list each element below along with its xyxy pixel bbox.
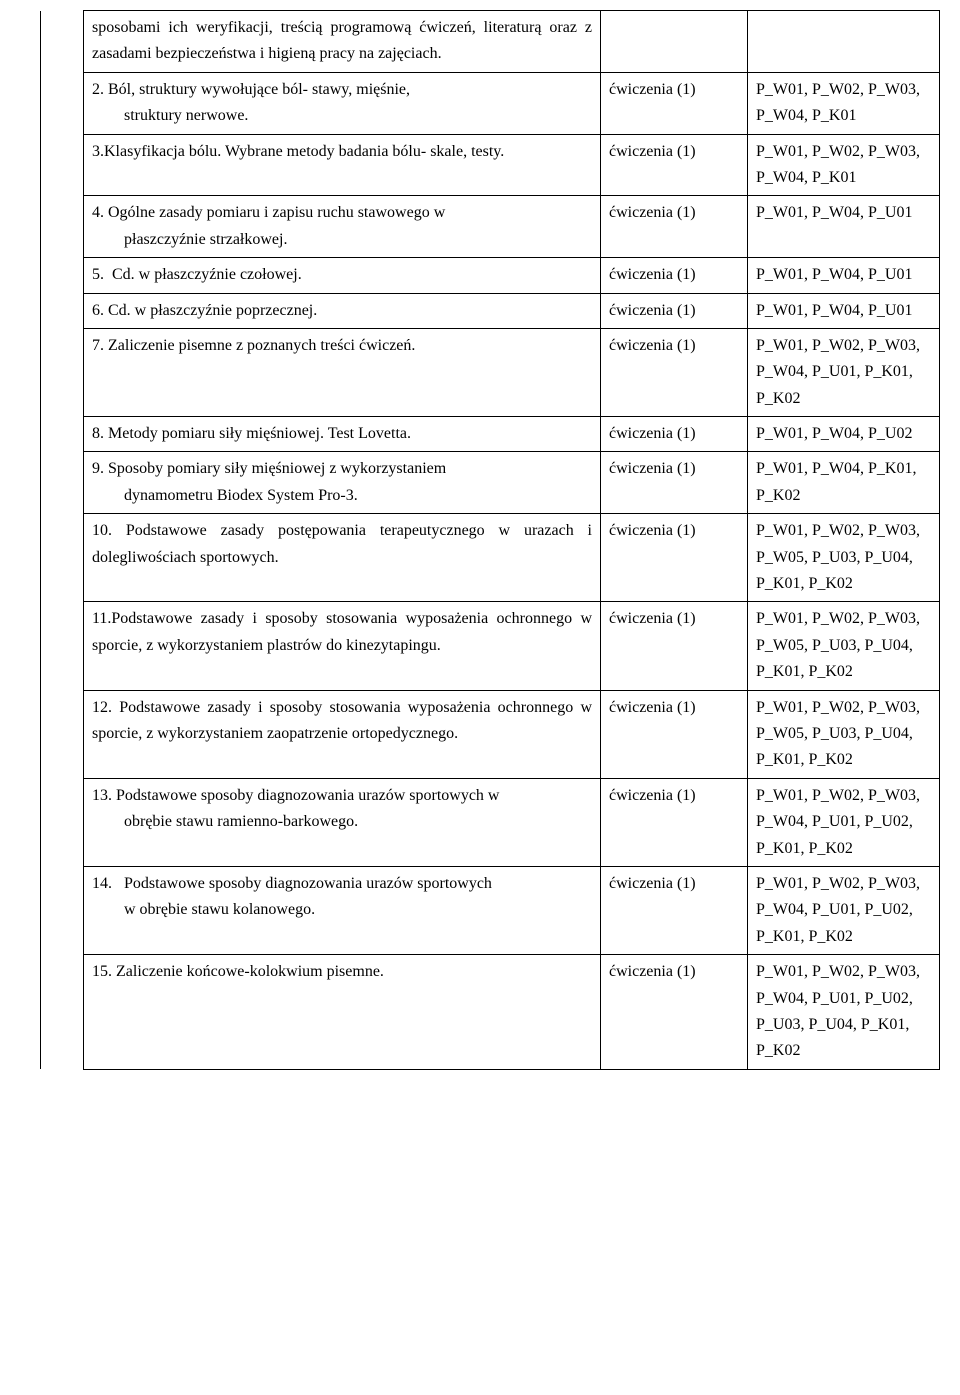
description-cell: 7. Zaliczenie pisemne z poznanych treści… (84, 328, 601, 416)
outcomes-cell: P_W01, P_W04, P_U01 (748, 293, 940, 328)
outcomes-cell: P_W01, P_W02, P_W03, P_W04, P_U01, P_U02… (748, 778, 940, 866)
form-cell: ćwiczenia (1) (601, 514, 748, 602)
description-cell: 13. Podstawowe sposoby diagnozowania ura… (84, 778, 601, 866)
table-row: 10. Podstawowe zasady postępowania terap… (41, 514, 940, 602)
description-cell: 3.Klasyfikacja bólu. Wybrane metody bada… (84, 134, 601, 196)
table-row: 4. Ogólne zasady pomiaru i zapisu ruchu … (41, 196, 940, 258)
table-body: sposobami ich weryfikacji, treścią progr… (41, 11, 940, 1070)
outcomes-cell: P_W01, P_W02, P_W03, P_W04, P_U01, P_K01… (748, 328, 940, 416)
table-row: 9. Sposoby pomiary siły mięśniowej z wyk… (41, 452, 940, 514)
outcomes-cell: P_W01, P_W04, P_U01 (748, 258, 940, 293)
form-cell: ćwiczenia (1) (601, 690, 748, 778)
table-row: 7. Zaliczenie pisemne z poznanych treści… (41, 328, 940, 416)
curriculum-table: sposobami ich weryfikacji, treścią progr… (40, 10, 940, 1070)
form-cell: ćwiczenia (1) (601, 778, 748, 866)
lead-column (41, 11, 84, 1070)
description-cell: 5. Cd. w płaszczyźnie czołowej. (84, 258, 601, 293)
form-cell: ćwiczenia (1) (601, 72, 748, 134)
outcomes-cell: P_W01, P_W04, P_K01, P_K02 (748, 452, 940, 514)
description-cell: 4. Ogólne zasady pomiaru i zapisu ruchu … (84, 196, 601, 258)
form-cell: ćwiczenia (1) (601, 196, 748, 258)
form-cell: ćwiczenia (1) (601, 955, 748, 1070)
form-cell: ćwiczenia (1) (601, 328, 748, 416)
table-row: 11.Podstawowe zasady i sposoby stosowani… (41, 602, 940, 690)
description-cell: sposobami ich weryfikacji, treścią progr… (84, 11, 601, 73)
table-row: 15. Zaliczenie końcowe-kolokwium pisemne… (41, 955, 940, 1070)
form-cell: ćwiczenia (1) (601, 452, 748, 514)
description-cell: 8. Metody pomiaru siły mięśniowej. Test … (84, 417, 601, 452)
description-cell: 15. Zaliczenie końcowe-kolokwium pisemne… (84, 955, 601, 1070)
form-cell: ćwiczenia (1) (601, 866, 748, 954)
table-row: sposobami ich weryfikacji, treścią progr… (41, 11, 940, 73)
description-cell: 9. Sposoby pomiary siły mięśniowej z wyk… (84, 452, 601, 514)
description-cell: 10. Podstawowe zasady postępowania terap… (84, 514, 601, 602)
description-cell: 2. Ból, struktury wywołujące ból- stawy,… (84, 72, 601, 134)
description-cell: 14. Podstawowe sposoby diagnozowania ura… (84, 866, 601, 954)
description-cell: 6. Cd. w płaszczyźnie poprzecznej. (84, 293, 601, 328)
description-cell: 12. Podstawowe zasady i sposoby stosowan… (84, 690, 601, 778)
form-cell: ćwiczenia (1) (601, 258, 748, 293)
page: sposobami ich weryfikacji, treścią progr… (0, 0, 960, 1110)
outcomes-cell: P_W01, P_W02, P_W03, P_W05, P_U03, P_U04… (748, 602, 940, 690)
table-row: 5. Cd. w płaszczyźnie czołowej.ćwiczenia… (41, 258, 940, 293)
form-cell: ćwiczenia (1) (601, 293, 748, 328)
outcomes-cell: P_W01, P_W02, P_W03, P_W04, P_U01, P_U02… (748, 955, 940, 1070)
table-row: 14. Podstawowe sposoby diagnozowania ura… (41, 866, 940, 954)
outcomes-cell (748, 11, 940, 73)
form-cell: ćwiczenia (1) (601, 134, 748, 196)
outcomes-cell: P_W01, P_W04, P_U01 (748, 196, 940, 258)
table-row: 12. Podstawowe zasady i sposoby stosowan… (41, 690, 940, 778)
table-row: 6. Cd. w płaszczyźnie poprzecznej.ćwicze… (41, 293, 940, 328)
table-row: 2. Ból, struktury wywołujące ból- stawy,… (41, 72, 940, 134)
table-row: 3.Klasyfikacja bólu. Wybrane metody bada… (41, 134, 940, 196)
outcomes-cell: P_W01, P_W04, P_U02 (748, 417, 940, 452)
outcomes-cell: P_W01, P_W02, P_W03, P_W04, P_U01, P_U02… (748, 866, 940, 954)
description-cell: 11.Podstawowe zasady i sposoby stosowani… (84, 602, 601, 690)
outcomes-cell: P_W01, P_W02, P_W03, P_W05, P_U03, P_U04… (748, 690, 940, 778)
form-cell (601, 11, 748, 73)
outcomes-cell: P_W01, P_W02, P_W03, P_W04, P_K01 (748, 72, 940, 134)
form-cell: ćwiczenia (1) (601, 417, 748, 452)
table-row: 13. Podstawowe sposoby diagnozowania ura… (41, 778, 940, 866)
table-row: 8. Metody pomiaru siły mięśniowej. Test … (41, 417, 940, 452)
outcomes-cell: P_W01, P_W02, P_W03, P_W05, P_U03, P_U04… (748, 514, 940, 602)
outcomes-cell: P_W01, P_W02, P_W03, P_W04, P_K01 (748, 134, 940, 196)
form-cell: ćwiczenia (1) (601, 602, 748, 690)
